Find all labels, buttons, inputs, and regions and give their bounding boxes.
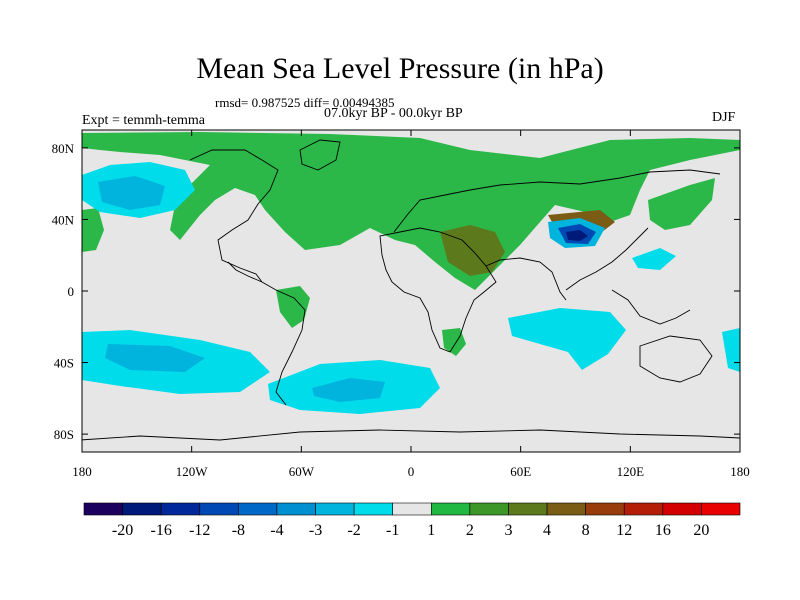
x-tick-label: 180 [730, 464, 750, 479]
colorbar-label: 4 [543, 522, 551, 539]
colorbar-label: -20 [112, 522, 133, 539]
colorbar-label: -3 [309, 522, 322, 539]
positive-anomaly-americas [276, 286, 310, 328]
colorbar-swatch [315, 502, 355, 516]
south-atlantic-low-core [312, 378, 385, 402]
y-tick-label: 80N [52, 141, 75, 156]
tibetan-low-center [566, 230, 588, 241]
colorbar-label: -4 [270, 522, 283, 539]
east-asia-low [632, 248, 676, 270]
colorbar-label: 2 [466, 522, 474, 539]
colorbar: -20 -16 -12 -8 -4 -3 -2 -1 1 2 3 4 8 12 16 20 [83, 502, 741, 539]
season-label: DJF [712, 110, 736, 125]
x-tick-label: 180 [72, 464, 92, 479]
colorbar-swatch [160, 502, 201, 516]
australia-east-low [722, 328, 740, 372]
colorbar-label: -12 [189, 522, 210, 539]
colorbar-swatch [701, 502, 741, 516]
colorbar-swatch [353, 502, 394, 516]
y-tick-label: 0 [68, 284, 75, 299]
experiment-label: Expt = temmh-temma [82, 113, 205, 128]
colorbar-swatch [508, 502, 548, 516]
colorbar-swatch [546, 502, 586, 516]
positive-anomaly-east-asia [648, 178, 715, 230]
indian-ocean-low [508, 308, 626, 370]
colorbar-swatch [392, 502, 432, 516]
rmsd-label: rmsd= 0.987525 diff= 0.00494385 [215, 95, 395, 110]
colorbar-label: 1 [427, 522, 435, 539]
x-tick-label: 60W [289, 464, 315, 479]
x-tick-label: 120W [176, 464, 209, 479]
colorbar-label: -16 [151, 522, 172, 539]
colorbar-swatch [623, 502, 664, 516]
period-label: 07.0kyr BP - 00.0kyr BP [324, 106, 463, 121]
axis-ticks: 180 120W 60W 0 60E 120E 180 80N 40N 0 40S 80S [52, 130, 750, 479]
y-tick-label: 80S [54, 427, 74, 442]
colorbar-label: 8 [582, 522, 590, 539]
colorbar-swatch [238, 502, 278, 516]
anomaly-field [82, 132, 740, 441]
y-tick-label: 40N [52, 212, 75, 227]
colorbar-swatch [469, 502, 509, 516]
aleutian-low-core [98, 176, 165, 210]
colorbar-swatch [585, 502, 625, 516]
colorbar-swatch [276, 502, 316, 516]
colorbar-label: 3 [504, 522, 512, 539]
colorbar-swatch [199, 502, 239, 516]
chart-title: Mean Sea Level Pressure (in hPa) [196, 52, 604, 85]
colorbar-label: 20 [693, 522, 709, 539]
colorbar-label: 12 [616, 522, 632, 539]
colorbar-swatch [122, 502, 162, 516]
colorbar-swatch [430, 502, 471, 516]
x-tick-label: 120E [617, 464, 645, 479]
colorbar-label: -1 [386, 522, 399, 539]
colorbar-label: 16 [655, 522, 671, 539]
south-pacific-low-core [105, 344, 205, 372]
y-tick-label: 40S [54, 356, 74, 371]
x-tick-label: 0 [408, 464, 415, 479]
x-tick-label: 60E [510, 464, 531, 479]
colorbar-label: -2 [347, 522, 360, 539]
colorbar-swatch [83, 502, 123, 516]
colorbar-label: -8 [232, 522, 245, 539]
colorbar-swatch [662, 502, 702, 516]
coastlines [82, 139, 740, 441]
